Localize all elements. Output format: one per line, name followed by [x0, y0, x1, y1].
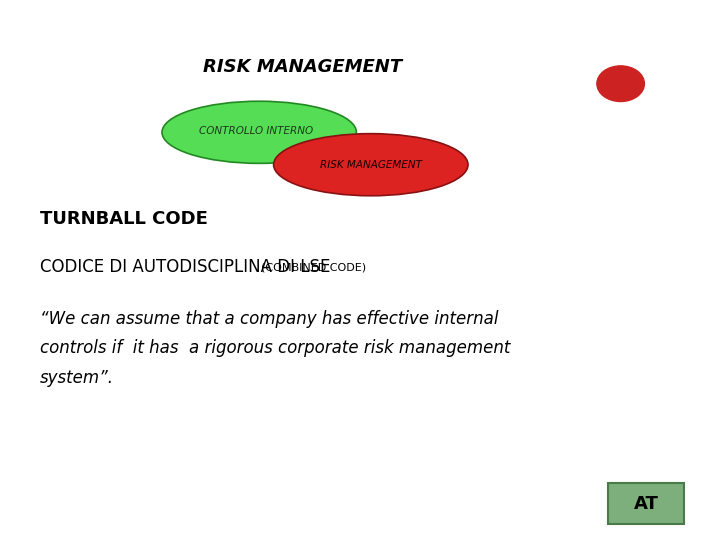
Text: controls if  it has  a rigorous corporate risk management: controls if it has a rigorous corporate …	[40, 339, 510, 357]
Text: CODICE DI AUTODISCIPLINA DI LSE: CODICE DI AUTODISCIPLINA DI LSE	[40, 258, 336, 276]
Ellipse shape	[162, 102, 356, 163]
Text: system”.: system”.	[40, 369, 114, 387]
Text: RISK MANAGEMENT: RISK MANAGEMENT	[320, 160, 422, 170]
Text: “We can assume that a company has effective internal: “We can assume that a company has effect…	[40, 309, 498, 328]
Circle shape	[597, 66, 644, 102]
Text: RISK MANAGEMENT: RISK MANAGEMENT	[203, 58, 402, 77]
FancyBboxPatch shape	[608, 483, 684, 524]
Text: CONTROLLO INTERNO: CONTROLLO INTERNO	[199, 126, 312, 136]
Ellipse shape	[274, 134, 468, 196]
Text: TURNBALL CODE: TURNBALL CODE	[40, 210, 207, 228]
Text: AT: AT	[634, 495, 659, 512]
Text: (COMBINED CODE): (COMBINED CODE)	[261, 262, 366, 272]
